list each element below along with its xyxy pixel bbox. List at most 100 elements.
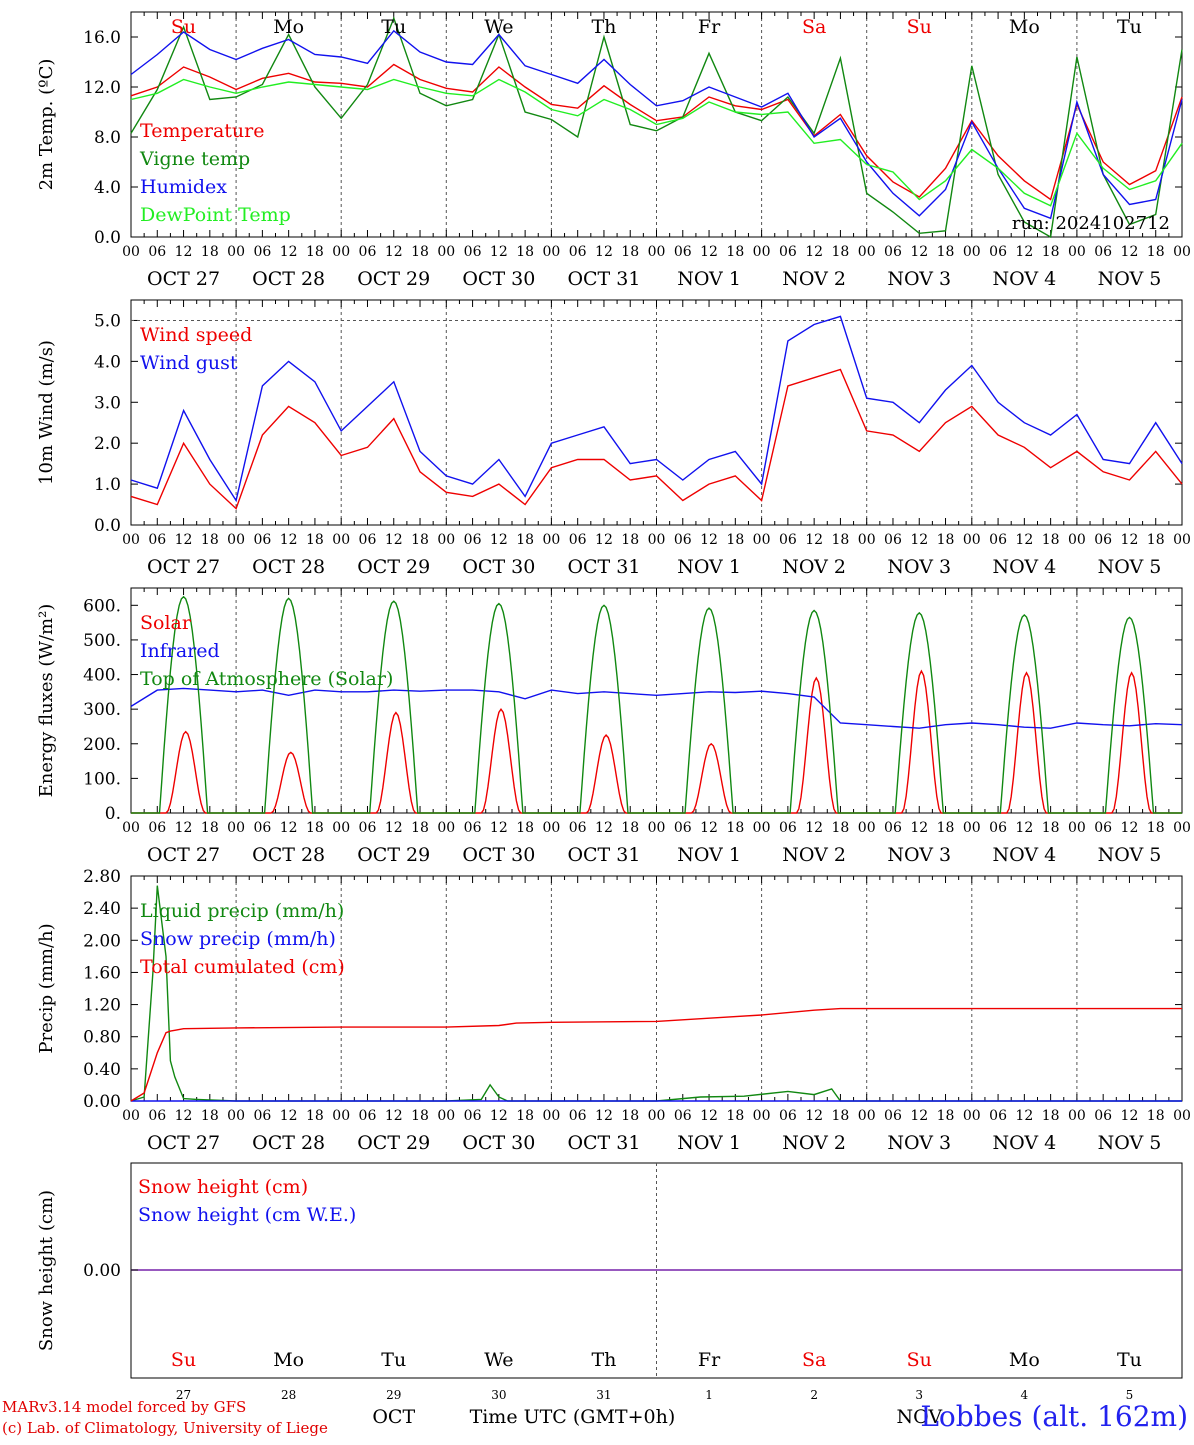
date-label: NOV 2 xyxy=(782,556,846,578)
month-label: OCT xyxy=(372,1406,415,1428)
hour-tick-label: 00 xyxy=(227,1108,245,1124)
hour-tick-label: 00 xyxy=(753,1108,771,1124)
date-label: NOV 2 xyxy=(782,1132,846,1154)
credit-lab: (c) Lab. of Climatology, University of L… xyxy=(2,1419,328,1437)
date-label: OCT 29 xyxy=(357,1132,430,1154)
hour-tick-label: 18 xyxy=(937,532,955,548)
hour-tick-label: 00 xyxy=(1173,244,1191,260)
weekday-label: Th xyxy=(591,16,616,38)
date-label: OCT 28 xyxy=(252,844,325,866)
legend-entry: DewPoint Temp xyxy=(140,204,291,226)
hour-tick-label: 06 xyxy=(674,532,692,548)
hour-tick-label: 12 xyxy=(490,244,508,260)
y-tick-label: 0. xyxy=(105,804,121,824)
hour-tick-label: 06 xyxy=(569,244,587,260)
date-label: NOV 4 xyxy=(992,556,1056,578)
hour-tick-label: 12 xyxy=(175,244,193,260)
hour-tick-label: 00 xyxy=(542,1108,560,1124)
hour-tick-label: 00 xyxy=(858,1108,876,1124)
hour-tick-label: 00 xyxy=(1173,1108,1191,1124)
hour-tick-label: 18 xyxy=(1042,820,1060,836)
weekday-label: We xyxy=(484,16,513,38)
y-tick-label: 2.0 xyxy=(94,434,121,454)
hour-tick-label: 00 xyxy=(963,1108,981,1124)
hour-tick-label: 18 xyxy=(411,244,429,260)
series-line-1 xyxy=(130,315,1183,503)
hour-tick-label: 00 xyxy=(753,532,771,548)
series-line-0 xyxy=(130,368,1183,510)
weekday-label: Su xyxy=(171,1349,196,1371)
hour-tick-label: 12 xyxy=(805,532,823,548)
hour-tick-label: 18 xyxy=(1147,244,1165,260)
date-label: NOV 1 xyxy=(677,844,741,866)
date-label: NOV 3 xyxy=(887,1132,951,1154)
date-label: NOV 3 xyxy=(887,556,951,578)
hour-tick-label: 18 xyxy=(1042,532,1060,548)
y-tick-label: 400. xyxy=(83,666,121,686)
hour-tick-label: 00 xyxy=(858,532,876,548)
hour-tick-label: 06 xyxy=(1094,532,1112,548)
y-tick-label: 1.0 xyxy=(94,475,121,495)
hour-tick-label: 18 xyxy=(201,532,219,548)
hour-tick-label: 06 xyxy=(359,820,377,836)
hour-tick-label: 06 xyxy=(674,1108,692,1124)
weekday-label: Mo xyxy=(1009,1349,1040,1371)
hour-tick-label: 12 xyxy=(1121,820,1139,836)
y-tick-label: 0.00 xyxy=(83,1261,121,1281)
legend-entry: Infrared xyxy=(140,640,220,662)
hour-tick-label: 12 xyxy=(1015,244,1033,260)
y-axis-label: Snow height (cm) xyxy=(36,1190,57,1351)
y-tick-label: 4.0 xyxy=(94,178,121,198)
date-label: NOV 1 xyxy=(677,268,741,290)
series-line-0 xyxy=(130,63,1183,201)
hour-tick-label: 18 xyxy=(306,532,324,548)
hour-tick-label: 06 xyxy=(674,244,692,260)
hour-tick-label: 00 xyxy=(332,1108,350,1124)
hour-tick-label: 18 xyxy=(1147,532,1165,548)
hour-tick-label: 06 xyxy=(1094,244,1112,260)
y-tick-label: 1.20 xyxy=(83,996,121,1016)
hour-tick-label: 06 xyxy=(253,820,271,836)
run-annotation: run: 2024102712 xyxy=(1012,213,1170,234)
date-label: NOV 5 xyxy=(1098,844,1162,866)
plot-frame-1 xyxy=(130,299,1183,526)
series-line-2 xyxy=(130,29,1183,220)
hour-tick-label: 12 xyxy=(700,1108,718,1124)
hour-tick-label: 06 xyxy=(569,820,587,836)
hour-tick-label: 00 xyxy=(122,532,140,548)
hour-tick-label: 18 xyxy=(201,820,219,836)
hour-tick-label: 18 xyxy=(1042,244,1060,260)
hour-tick-label: 12 xyxy=(175,820,193,836)
hour-tick-label: 06 xyxy=(884,244,902,260)
hour-tick-label: 18 xyxy=(726,1108,744,1124)
y-tick-label: 2.40 xyxy=(83,899,121,919)
weekday-label: Fr xyxy=(698,16,721,38)
hour-tick-label: 06 xyxy=(779,1108,797,1124)
hour-tick-label: 12 xyxy=(595,244,613,260)
plot-frame-2 xyxy=(130,587,1183,814)
hour-tick-label: 18 xyxy=(516,1108,534,1124)
date-label: OCT 30 xyxy=(462,1132,535,1154)
hour-tick-label: 18 xyxy=(1042,1108,1060,1124)
date-label: OCT 31 xyxy=(567,1132,640,1154)
hour-tick-label: 00 xyxy=(332,820,350,836)
series-line-0 xyxy=(130,885,1182,1102)
y-tick-label: 2.80 xyxy=(83,867,121,887)
weekday-label: Sa xyxy=(802,1349,826,1371)
day-number-label: 3 xyxy=(915,1388,923,1402)
hour-tick-label: 06 xyxy=(569,532,587,548)
day-number-label: 31 xyxy=(596,1388,611,1402)
series-line-1 xyxy=(130,16,1183,239)
hour-tick-label: 00 xyxy=(648,820,666,836)
hour-tick-label: 06 xyxy=(464,820,482,836)
y-tick-label: 0.40 xyxy=(83,1060,121,1080)
hour-tick-label: 18 xyxy=(201,1108,219,1124)
date-label: OCT 28 xyxy=(252,1132,325,1154)
hour-tick-label: 18 xyxy=(832,244,850,260)
hour-tick-label: 00 xyxy=(648,1108,666,1124)
hour-tick-label: 00 xyxy=(437,820,455,836)
legend-entry: Liquid precip (mm/h) xyxy=(140,900,344,922)
hour-tick-label: 18 xyxy=(516,820,534,836)
